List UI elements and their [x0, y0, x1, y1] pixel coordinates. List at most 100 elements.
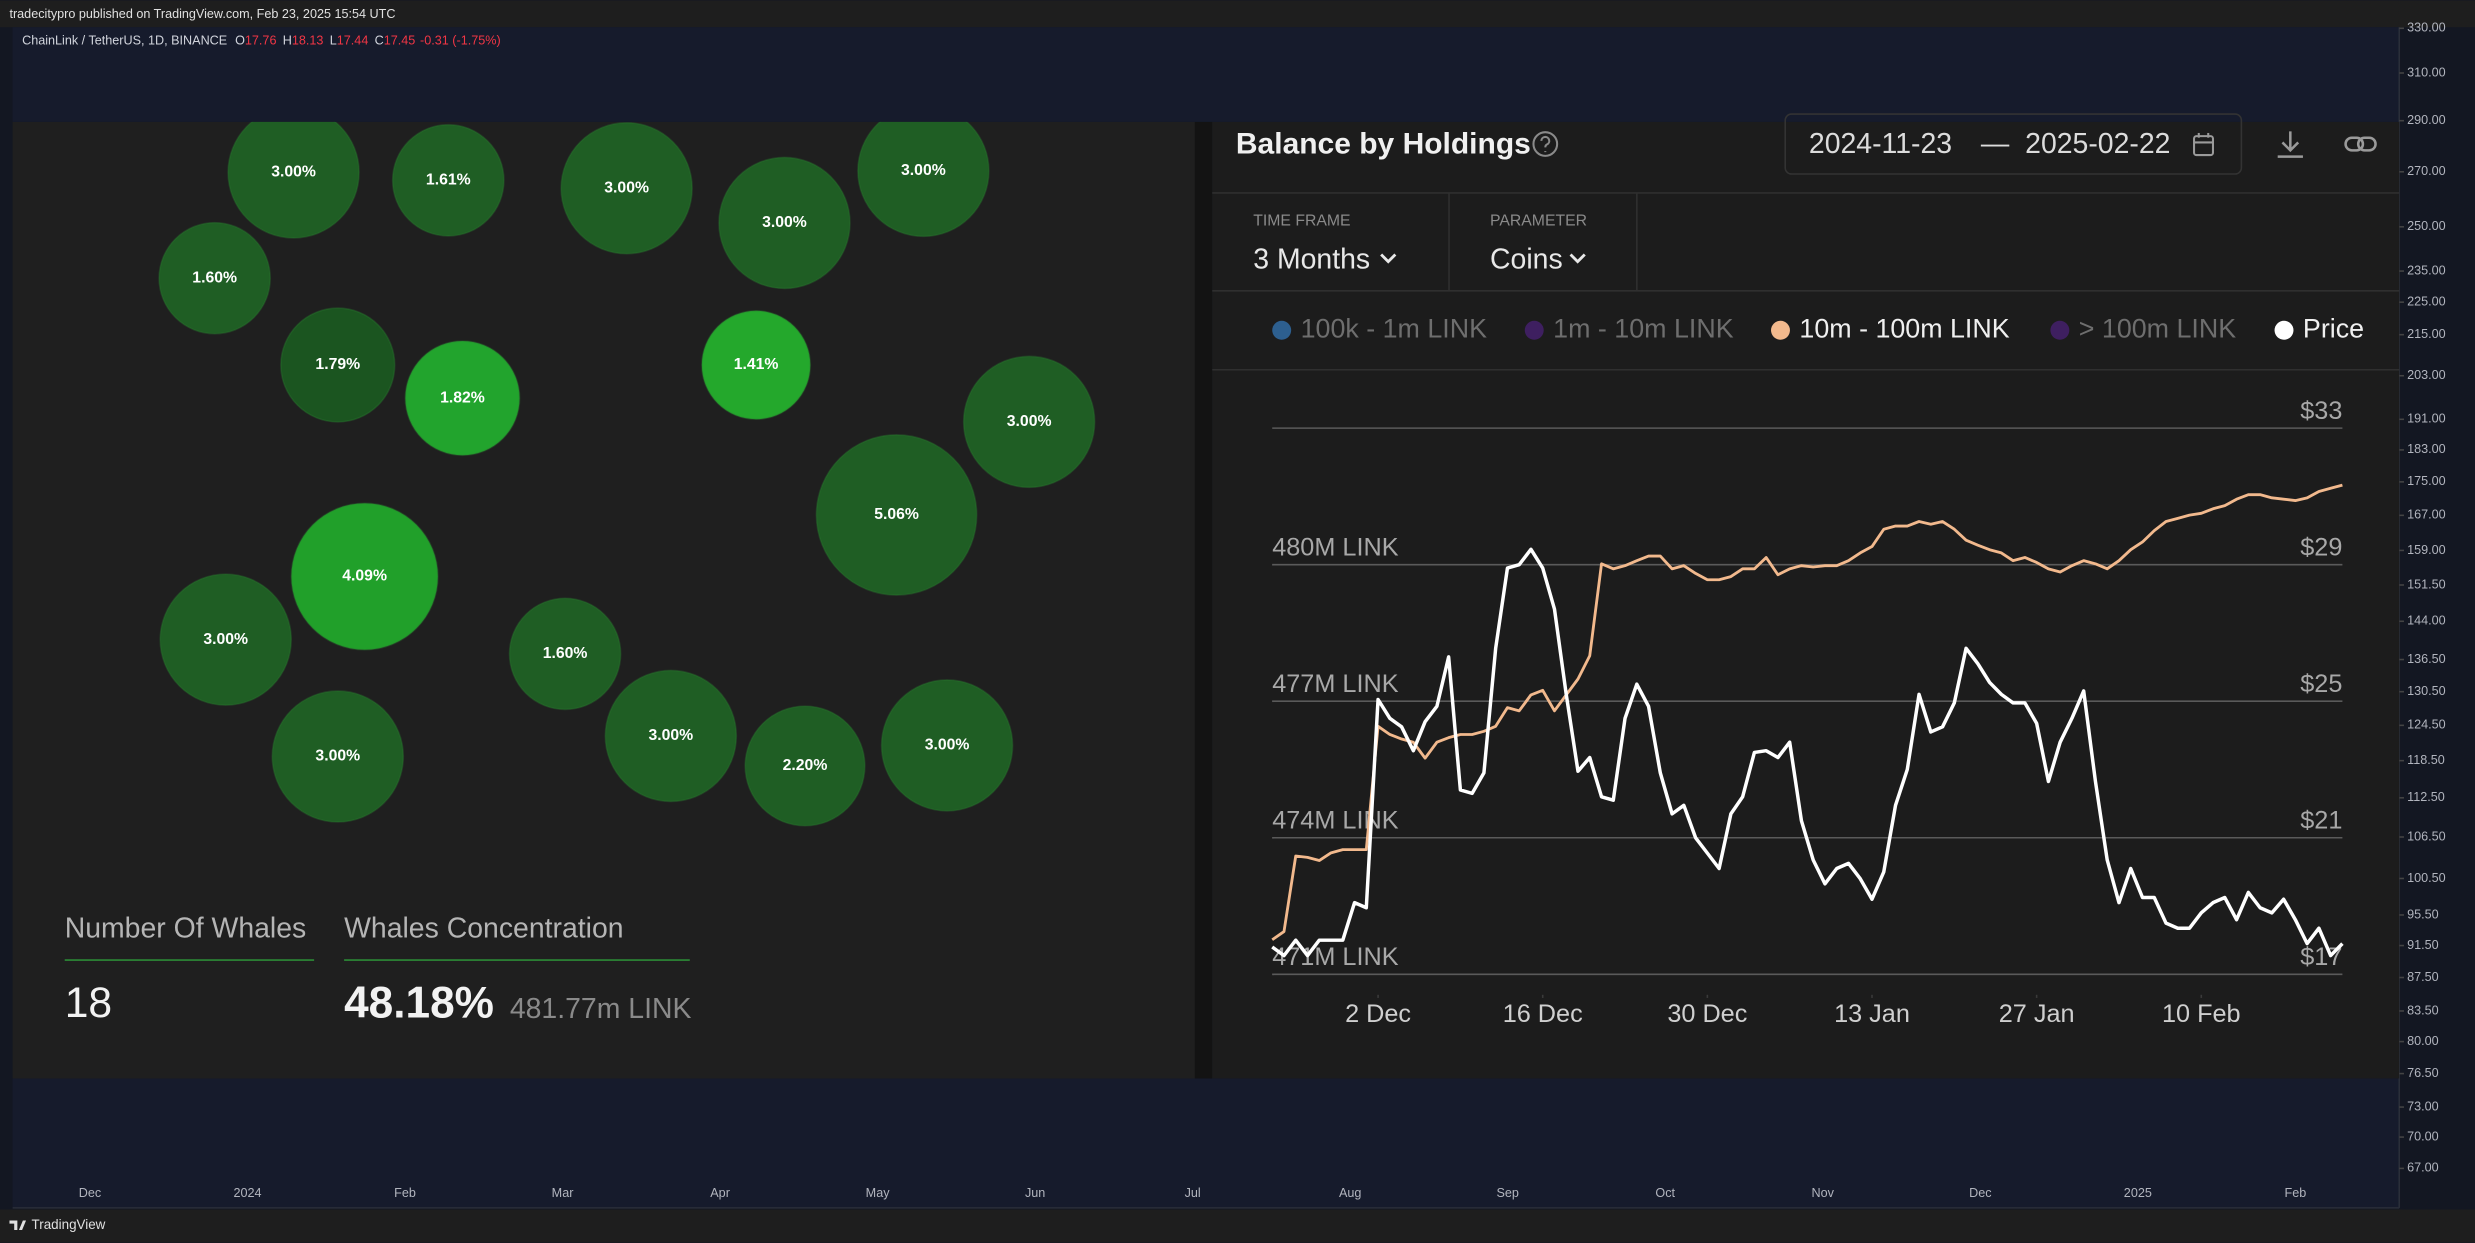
bubble-label: 3.00% [648, 727, 693, 744]
y2-tick-label: $21 [2300, 807, 2342, 835]
legend-dot [2274, 320, 2294, 340]
y-tick-label: 480M LINK [1272, 534, 1398, 562]
price-tick-label: 124.50 [2407, 718, 2446, 732]
stat-value: 48.18% [344, 979, 494, 1028]
bubble-label: 1.41% [734, 356, 779, 373]
y-tick-label: 477M LINK [1272, 670, 1398, 698]
bubble [158, 221, 272, 335]
ohlc-key: C [375, 34, 384, 48]
price-tick-label: 203.00 [2407, 368, 2446, 382]
bubble [857, 121, 990, 238]
bubble [962, 355, 1096, 489]
price-tick-label: 83.50 [2407, 1003, 2439, 1017]
time-tick-label: Oct [1655, 1186, 1675, 1200]
link-icon[interactable] [2344, 136, 2377, 152]
ohlc-value: 17.45 [384, 34, 416, 48]
time-tick-label: Mar [552, 1186, 574, 1200]
bubble [744, 705, 866, 827]
filter-label: PARAMETER [1490, 213, 1587, 230]
bubble-label: 3.00% [925, 737, 970, 754]
symbol: ChainLink / TetherUS, 1D, BINANCE [22, 34, 227, 48]
x-tick-label: 27 Jan [1999, 1000, 2075, 1028]
x-tick-label: 13 Jan [1834, 1000, 1910, 1028]
legend-label: Price [2303, 313, 2364, 343]
price-tick-label: 330.00 [2407, 21, 2446, 35]
time-tick-label: Jun [1025, 1186, 1045, 1200]
price-tick-label: 118.50 [2407, 753, 2445, 767]
y-tick-label: 474M LINK [1272, 807, 1398, 835]
ohlc-key: H [283, 34, 292, 48]
stat-value: 18 [65, 979, 112, 1027]
time-tick-label: Feb [2285, 1186, 2307, 1200]
download-icon[interactable] [2277, 131, 2303, 158]
time-tick-label: Jul [1185, 1186, 1201, 1200]
bubble-label: 3.00% [901, 162, 946, 179]
x-tick-label: 30 Dec [1667, 1000, 1747, 1028]
bubble-label: 3.00% [315, 748, 360, 765]
time-tick-label: May [866, 1186, 891, 1200]
symbol-line: ChainLink / TetherUS, 1D, BINANCE O17.76 H… [22, 34, 501, 48]
bubble-label: 3.00% [762, 214, 807, 231]
bubble-label: 3.00% [271, 164, 316, 181]
price-tick-label: 100.50 [2407, 871, 2446, 885]
legend-dot [2050, 320, 2070, 340]
bubble [604, 669, 738, 803]
chart-top-area [12, 27, 2400, 122]
bubble [701, 310, 812, 421]
y2-tick-label: $17 [2300, 943, 2342, 971]
price-tick-label: 183.00 [2407, 442, 2446, 456]
bubble [880, 679, 1014, 812]
help-icon[interactable] [1532, 131, 1559, 157]
stat-label: Number Of Whales [65, 913, 307, 945]
ohlc-key: L [330, 34, 337, 48]
price-tick-label: 67.00 [2407, 1161, 2439, 1175]
series-line [1271, 547, 2344, 958]
bubble-label: 1.79% [315, 356, 360, 373]
tv-logo [9, 1220, 27, 1230]
bubble [560, 121, 693, 255]
price-tick-label: 191.00 [2407, 412, 2446, 426]
price-tick-label: 290.00 [2407, 113, 2446, 127]
filter-value[interactable]: 3 Months [1253, 243, 1370, 275]
bubble [391, 123, 505, 237]
price-tick-label: 112.50 [2407, 790, 2445, 804]
top-bar [0, 0, 2475, 28]
bubble [404, 340, 521, 457]
price-tick-label: 95.50 [2407, 907, 2439, 921]
time-tick-label: Feb [394, 1186, 416, 1200]
bubble [271, 690, 405, 823]
y2-tick-label: $33 [2300, 397, 2342, 425]
ohlc-key: O [235, 34, 245, 48]
price-tick-label: 159.00 [2407, 543, 2446, 557]
price-axis: 330.00 310.00 290.00 270.00 250.00 235.00 225.… [2399, 21, 2446, 1175]
filter-value[interactable]: Coins [1490, 243, 1563, 275]
time-axis: Dec 2024 Feb Mar Apr May Jun Jul Aug Sep Oct Nov Dec… [79, 1186, 2306, 1200]
price-tick-label: 215.00 [2407, 327, 2446, 341]
stat-label: Whales Concentration [344, 913, 623, 945]
symbol-text: ChainLink / TetherUS, 1D, BINANCE O17.76 H… [22, 34, 501, 48]
bubble-label: 1.82% [440, 389, 485, 406]
panel-title: Balance by Holdings [1236, 128, 1531, 161]
bubble-label: 2.20% [783, 757, 828, 774]
price-tick-label: 175.00 [2407, 474, 2446, 488]
y-tick-label: 471M LINK [1272, 943, 1398, 971]
bubble [508, 597, 622, 711]
date-range-box[interactable] [1784, 113, 2243, 175]
bubble-label: 1.60% [543, 645, 588, 662]
footer-brand: TradingView [32, 1217, 106, 1232]
price-tick-label: 73.00 [2407, 1099, 2439, 1113]
y2-tick-label: $29 [2300, 534, 2342, 562]
filter-label: TIME FRAME [1253, 213, 1350, 230]
date-to: 2025-02-22 [2025, 128, 2170, 160]
date-separator: — [1981, 128, 2010, 160]
time-tick-label: Sep [1497, 1186, 1519, 1200]
bubble [815, 434, 978, 596]
time-tick-label: Aug [1339, 1186, 1361, 1200]
legend-label: 100k - 1m LINK [1301, 313, 1487, 343]
price-tick-label: 91.50 [2407, 938, 2439, 952]
price-tick-label: 225.00 [2407, 294, 2446, 308]
calendar-icon[interactable] [2193, 132, 2215, 157]
bubble-label: 3.00% [1007, 413, 1052, 430]
bubble-label: 3.00% [604, 179, 649, 196]
